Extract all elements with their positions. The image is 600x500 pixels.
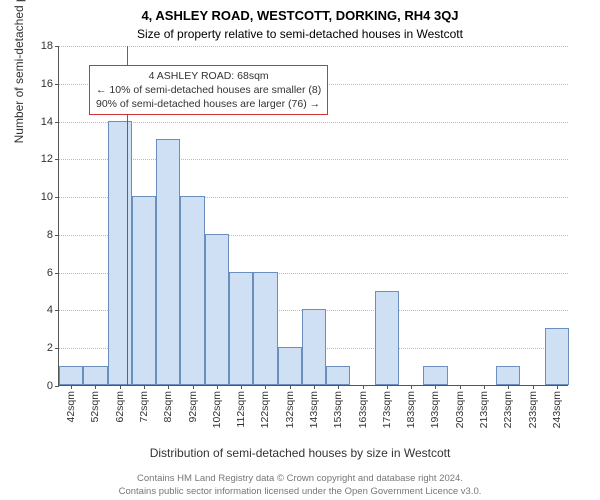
x-tick-label: 243sqm: [551, 391, 563, 428]
x-tick-label: 112sqm: [235, 391, 247, 428]
x-tick-label: 183sqm: [405, 391, 417, 428]
x-tick-mark: [71, 385, 72, 389]
x-tick-mark: [557, 385, 558, 389]
x-tick-label: 132sqm: [284, 391, 296, 428]
y-tick-mark: [55, 84, 59, 85]
y-tick-label: 4: [47, 304, 53, 316]
y-tick-label: 14: [41, 116, 53, 128]
y-tick-label: 0: [47, 380, 53, 392]
y-tick-mark: [55, 273, 59, 274]
x-tick-mark: [168, 385, 169, 389]
y-tick-label: 2: [47, 342, 53, 354]
x-tick-label: 203sqm: [454, 391, 466, 428]
x-tick-mark: [120, 385, 121, 389]
histogram-bar: [375, 291, 399, 385]
x-tick-label: 102sqm: [211, 391, 223, 428]
x-tick-label: 173sqm: [381, 391, 393, 428]
x-tick-mark: [314, 385, 315, 389]
x-tick-label: 143sqm: [308, 391, 320, 428]
histogram-bar: [302, 309, 326, 385]
x-tick-mark: [533, 385, 534, 389]
histogram-bar: [180, 196, 204, 385]
histogram-bar: [205, 234, 229, 385]
y-tick-mark: [55, 386, 59, 387]
chart-title-sub: Size of property relative to semi-detach…: [0, 23, 600, 41]
histogram-bar: [108, 121, 132, 385]
footer-attribution: Contains HM Land Registry data © Crown c…: [0, 473, 600, 498]
plot-area: 024681012141618 42sqm52sqm62sqm72sqm82sq…: [58, 46, 568, 386]
x-tick-label: 193sqm: [429, 391, 441, 428]
histogram-bar: [496, 366, 520, 385]
histogram-bar: [545, 328, 569, 385]
x-tick-label: 92sqm: [187, 391, 199, 423]
chart-area: 024681012141618 42sqm52sqm62sqm72sqm82sq…: [58, 46, 568, 386]
x-tick-mark: [338, 385, 339, 389]
x-tick-label: 153sqm: [332, 391, 344, 428]
histogram-bar: [326, 366, 350, 385]
x-tick-mark: [144, 385, 145, 389]
x-tick-mark: [95, 385, 96, 389]
x-tick-mark: [435, 385, 436, 389]
x-tick-label: 62sqm: [114, 391, 126, 423]
y-tick-label: 8: [47, 229, 53, 241]
callout-line-3: 90% of semi-detached houses are larger (…: [96, 97, 321, 111]
x-tick-label: 213sqm: [478, 391, 490, 428]
y-tick-label: 12: [41, 153, 53, 165]
x-tick-mark: [241, 385, 242, 389]
y-tick-mark: [55, 159, 59, 160]
footer-line-1: Contains HM Land Registry data © Crown c…: [0, 473, 600, 485]
histogram-bar: [83, 366, 107, 385]
x-tick-mark: [363, 385, 364, 389]
y-tick-mark: [55, 46, 59, 47]
histogram-bar: [59, 366, 83, 385]
x-tick-label: 233sqm: [527, 391, 539, 428]
x-tick-mark: [411, 385, 412, 389]
histogram-bar: [132, 196, 156, 385]
x-tick-label: 163sqm: [357, 391, 369, 428]
x-tick-mark: [217, 385, 218, 389]
histogram-bar: [229, 272, 253, 385]
histogram-bar: [253, 272, 277, 385]
chart-title-main: 4, ASHLEY ROAD, WESTCOTT, DORKING, RH4 3…: [0, 0, 600, 23]
y-tick-mark: [55, 235, 59, 236]
callout-box: 4 ASHLEY ROAD: 68sqm ← 10% of semi-detac…: [89, 65, 328, 116]
x-tick-label: 72sqm: [138, 391, 150, 423]
x-tick-label: 42sqm: [65, 391, 77, 423]
x-tick-mark: [460, 385, 461, 389]
y-tick-label: 10: [41, 191, 53, 203]
x-tick-label: 52sqm: [89, 391, 101, 423]
x-axis-label: Distribution of semi-detached houses by …: [0, 446, 600, 460]
y-tick-mark: [55, 348, 59, 349]
y-tick-label: 6: [47, 267, 53, 279]
x-tick-mark: [508, 385, 509, 389]
histogram-bar: [423, 366, 447, 385]
x-tick-mark: [484, 385, 485, 389]
y-tick-mark: [55, 310, 59, 311]
footer-line-2: Contains public sector information licen…: [0, 486, 600, 498]
histogram-bar: [156, 139, 180, 385]
histogram-bar: [278, 347, 302, 385]
x-tick-label: 82sqm: [162, 391, 174, 423]
y-tick-mark: [55, 197, 59, 198]
x-tick-mark: [387, 385, 388, 389]
x-tick-label: 122sqm: [259, 391, 271, 428]
x-tick-mark: [265, 385, 266, 389]
callout-line-1: 4 ASHLEY ROAD: 68sqm: [96, 69, 321, 83]
callout-line-2: ← 10% of semi-detached houses are smalle…: [96, 83, 321, 97]
x-tick-mark: [193, 385, 194, 389]
y-tick-label: 16: [41, 78, 53, 90]
y-axis-label: Number of semi-detached properties: [12, 0, 26, 216]
y-tick-label: 18: [41, 40, 53, 52]
x-tick-label: 223sqm: [502, 391, 514, 428]
y-tick-mark: [55, 122, 59, 123]
x-tick-mark: [290, 385, 291, 389]
